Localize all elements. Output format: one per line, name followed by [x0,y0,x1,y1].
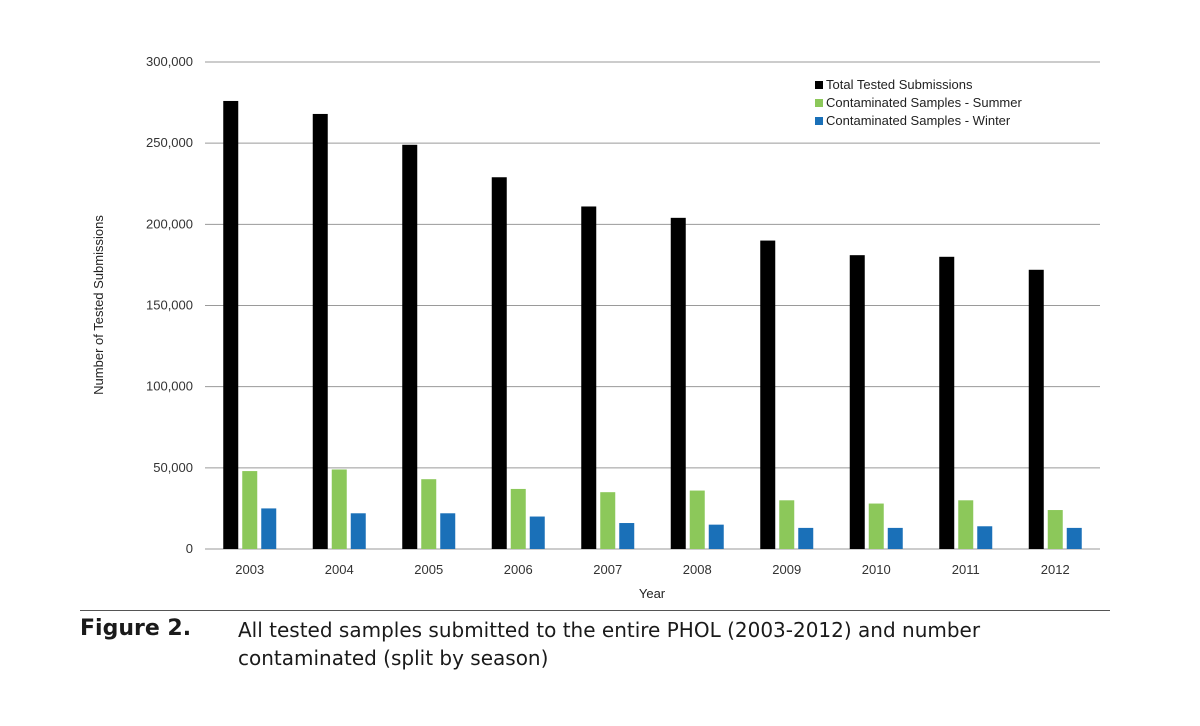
bar-2004-1 [312,113,328,550]
bar-2008-3 [708,524,724,549]
legend: Total Tested Submissions Contaminated Sam… [815,77,1022,128]
x-axis-title: Year [639,586,666,601]
bar-2006-1 [491,177,507,550]
figure-label: Figure 2. [80,616,192,641]
caption-divider [80,610,1110,611]
bar-2005-3 [440,513,456,549]
bar-2003-2 [242,471,258,549]
bars [223,100,1082,550]
bar-2008-2 [689,490,705,549]
bar-2009-1 [760,240,776,550]
x-tick-label: 2008 [683,562,712,577]
bar-2004-2 [331,469,347,549]
y-tick-label: 200,000 [146,216,193,231]
bar-2009-2 [779,500,795,549]
bar-2007-1 [581,206,597,549]
bar-2012-3 [1066,527,1082,549]
bar-2005-1 [402,144,418,550]
legend-swatch [815,117,823,125]
bar-2006-3 [529,516,545,549]
x-tick-label: 2012 [1041,562,1070,577]
bar-2009-3 [798,527,814,549]
y-tick-label: 50,000 [153,460,193,475]
x-tick-label: 2004 [325,562,354,577]
bar-2010-3 [887,527,903,549]
bar-2005-2 [421,479,437,549]
x-tick-label: 2005 [414,562,443,577]
x-tick-label: 2010 [862,562,891,577]
y-tick-label: 300,000 [146,54,193,69]
bar-2004-3 [350,513,366,549]
bar-2006-2 [510,488,526,549]
y-axis-title: Number of Tested Submissions [91,215,106,395]
y-tick-label: 150,000 [146,298,193,313]
y-tick-label: 250,000 [146,135,193,150]
y-axis-ticks: 0 50,000 100,000 150,000 200,000 250,000 300,0… [146,54,193,556]
x-tick-label: 2009 [772,562,801,577]
bar-2012-1 [1028,269,1044,549]
bar-2010-2 [868,503,884,549]
bar-2007-3 [619,523,635,549]
bar-2011-1 [939,256,955,549]
x-tick-label: 2011 [952,562,980,577]
legend-label: Contaminated Samples - Summer [826,95,1022,110]
legend-swatch [815,81,823,89]
gridlines [205,61,1100,550]
legend-label: Total Tested Submissions [826,77,973,92]
bar-2003-1 [223,100,239,550]
x-tick-label: 2003 [235,562,264,577]
legend-swatch [815,99,823,107]
bar-2010-1 [849,255,865,549]
bar-2011-2 [958,500,974,549]
x-tick-label: 2006 [504,562,533,577]
bar-2007-2 [600,492,616,549]
bar-2003-3 [261,508,277,549]
bar-2012-2 [1047,510,1063,549]
bar-2011-3 [977,526,993,549]
legend-label: Contaminated Samples - Winter [826,113,1011,128]
x-axis-ticks: 2003 2004 2005 2006 2007 2008 2009 2010 2011 2012 [235,562,1069,577]
x-tick-label: 2007 [593,562,622,577]
caption-text: All tested samples submitted to the enti… [238,618,981,670]
bar-chart: 0 50,000 100,000 150,000 200,000 250,000 300,0… [91,54,1100,601]
y-tick-label: 100,000 [146,379,193,394]
bar-2008-1 [670,217,686,549]
y-tick-label: 0 [186,541,193,556]
